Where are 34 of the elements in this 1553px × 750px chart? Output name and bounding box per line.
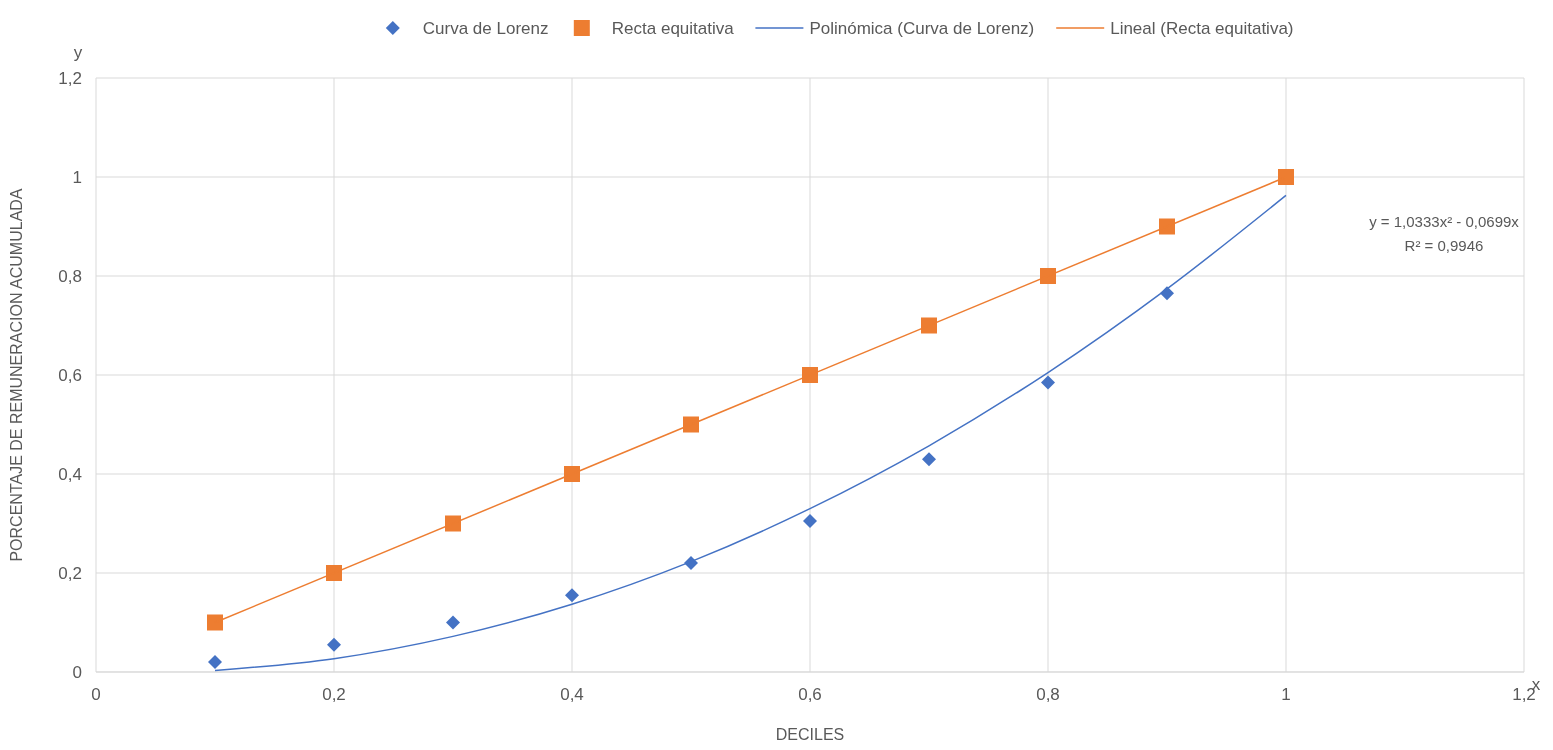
- point: [1041, 375, 1055, 390]
- x-tick-label: 0,4: [560, 685, 584, 704]
- point: [327, 637, 341, 652]
- point: [1159, 218, 1175, 235]
- point: [683, 416, 699, 433]
- point: [446, 615, 460, 630]
- x-tick-label: 0,6: [798, 685, 822, 704]
- x-tick-label: 0: [91, 685, 101, 704]
- y-tick-label: 0,2: [58, 564, 82, 583]
- point: [921, 317, 937, 334]
- y-tick-label: 0: [72, 663, 82, 682]
- legend-label: Recta equitativa: [611, 19, 735, 38]
- text: y: [73, 43, 83, 62]
- legend-label: Curva de Lorenz: [422, 19, 549, 38]
- y-tick-label: 1,2: [58, 69, 82, 88]
- point: [208, 655, 222, 670]
- annotation: y = 1,0333x² - 0,0699x R² = 0,9946: [1369, 212, 1520, 254]
- x-tick-label: 1: [1281, 685, 1291, 704]
- point: [445, 515, 461, 532]
- y-tick-label: 0,8: [58, 267, 82, 286]
- point: [1278, 169, 1294, 185]
- y-tick-label: 1: [72, 168, 82, 187]
- legend-label: Polinómica (Curva de Lorenz): [809, 19, 1035, 38]
- point: [565, 588, 579, 603]
- point: [207, 614, 223, 631]
- y-axis-title: PORCENTAJE DE REMUNERACION ACUMULADA: [8, 188, 25, 562]
- y-tick-label: 0,4: [58, 465, 82, 484]
- x-tick-label: 0,2: [322, 685, 346, 704]
- legend-label: Lineal (Recta equitativa): [1110, 19, 1294, 38]
- point: [922, 452, 936, 467]
- y-tick-label: 0,6: [58, 366, 82, 385]
- point: [803, 514, 817, 529]
- x-axis-title: DECILES: [775, 726, 845, 743]
- x-tick-label: 0,8: [1036, 685, 1060, 704]
